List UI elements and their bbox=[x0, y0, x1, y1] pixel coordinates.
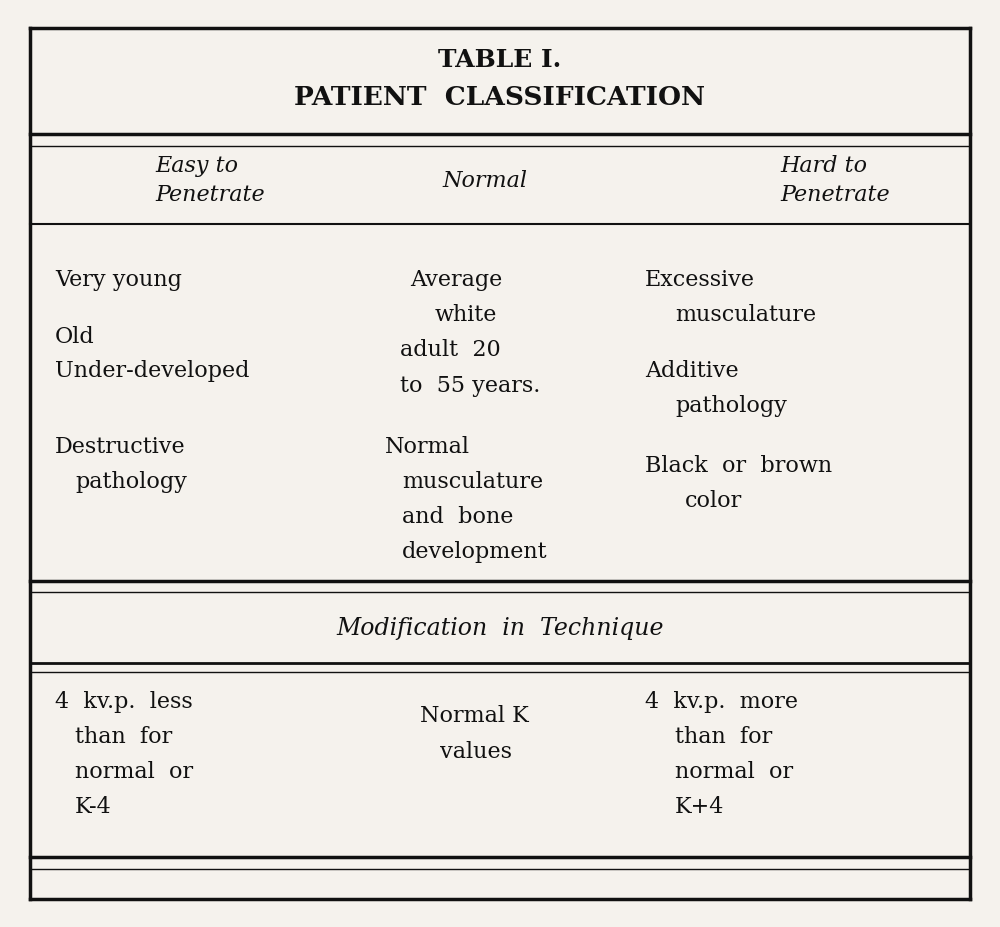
Text: 4  kv.p.  less: 4 kv.p. less bbox=[55, 691, 193, 713]
Text: Old: Old bbox=[55, 326, 95, 349]
Text: pathology: pathology bbox=[75, 471, 187, 493]
Text: Excessive: Excessive bbox=[645, 269, 755, 291]
Text: Hard to
Penetrate: Hard to Penetrate bbox=[780, 156, 890, 206]
Text: PATIENT  CLASSIFICATION: PATIENT CLASSIFICATION bbox=[294, 85, 706, 109]
Text: than  for: than for bbox=[675, 726, 772, 748]
Text: values: values bbox=[440, 741, 512, 763]
Text: white: white bbox=[435, 304, 497, 326]
Text: Easy to
Penetrate: Easy to Penetrate bbox=[155, 156, 265, 206]
Text: 4  kv.p.  more: 4 kv.p. more bbox=[645, 691, 798, 713]
Text: Additive: Additive bbox=[645, 360, 739, 382]
Text: Normal: Normal bbox=[385, 436, 470, 458]
Text: K-4: K-4 bbox=[75, 796, 112, 819]
Text: Black  or  brown: Black or brown bbox=[645, 455, 832, 477]
Text: Normal K: Normal K bbox=[420, 705, 529, 727]
Text: K+4: K+4 bbox=[675, 796, 724, 819]
Text: adult  20: adult 20 bbox=[400, 339, 501, 362]
Text: to  55 years.: to 55 years. bbox=[400, 375, 540, 397]
Text: development: development bbox=[402, 541, 548, 564]
Text: Normal: Normal bbox=[442, 170, 528, 192]
Text: TABLE I.: TABLE I. bbox=[438, 48, 562, 72]
Text: musculature: musculature bbox=[402, 471, 543, 493]
Text: Modification  in  Technique: Modification in Technique bbox=[336, 617, 664, 640]
Text: than  for: than for bbox=[75, 726, 172, 748]
Text: Very young: Very young bbox=[55, 269, 182, 291]
Text: pathology: pathology bbox=[675, 395, 787, 417]
Text: Destructive: Destructive bbox=[55, 436, 186, 458]
Text: color: color bbox=[685, 490, 742, 513]
Text: and  bone: and bone bbox=[402, 506, 513, 528]
Text: musculature: musculature bbox=[675, 304, 816, 326]
Text: Under-developed: Under-developed bbox=[55, 360, 250, 382]
Text: normal  or: normal or bbox=[675, 761, 793, 783]
Text: Average: Average bbox=[410, 269, 502, 291]
Text: normal  or: normal or bbox=[75, 761, 193, 783]
